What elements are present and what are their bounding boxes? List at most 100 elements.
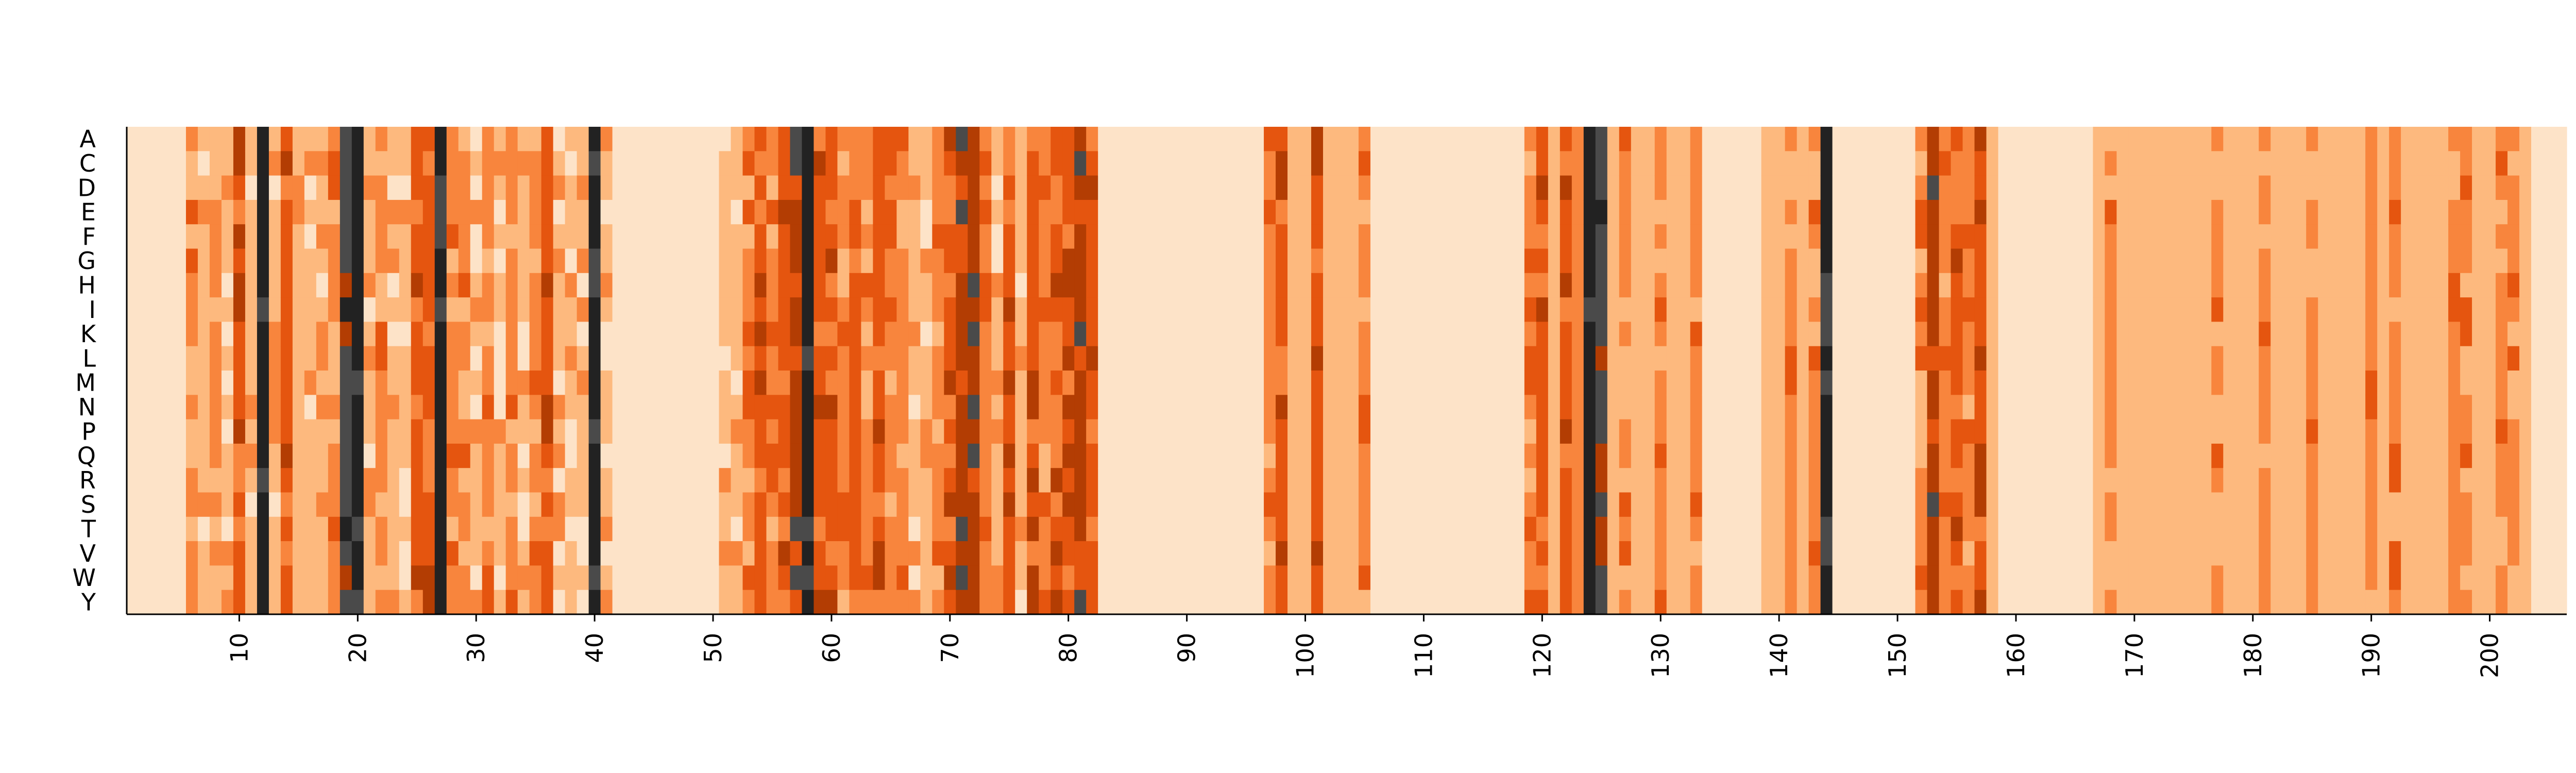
- heatmap-cell: [1560, 590, 1572, 615]
- heatmap-cell: [1477, 346, 1489, 371]
- heatmap-cell: [1122, 590, 1134, 615]
- heatmap-cell: [719, 395, 732, 420]
- heatmap-cell: [470, 468, 483, 493]
- heatmap-cell: [932, 199, 944, 225]
- heatmap-cell: [340, 175, 352, 200]
- heatmap-cell: [873, 151, 885, 176]
- heatmap-cell: [2045, 371, 2058, 395]
- heatmap-cell: [1193, 419, 1205, 444]
- heatmap-cell: [1110, 468, 1122, 493]
- heatmap-cell: [920, 443, 933, 468]
- heatmap-cell: [1347, 273, 1359, 298]
- heatmap-cell: [2105, 151, 2117, 176]
- heatmap-cell: [1039, 127, 1051, 152]
- heatmap-cell: [896, 590, 909, 615]
- heatmap-cell: [1951, 468, 1963, 493]
- heatmap-cell: [1702, 322, 1715, 347]
- heatmap-cell: [1205, 541, 1217, 566]
- heatmap-cell: [2176, 565, 2188, 591]
- heatmap-cell: [849, 492, 861, 517]
- heatmap-cell: [1797, 273, 1809, 298]
- heatmap-cell: [1571, 297, 1584, 322]
- heatmap-cell: [197, 419, 210, 444]
- heatmap-cell: [1536, 443, 1549, 468]
- heatmap-cell: [1323, 199, 1335, 225]
- heatmap-cell: [399, 346, 412, 371]
- heatmap-cell: [1654, 395, 1667, 420]
- heatmap-cell: [517, 151, 530, 176]
- heatmap-cell: [1571, 224, 1584, 249]
- heatmap-cell: [991, 151, 1004, 176]
- heatmap-cell: [434, 346, 447, 371]
- heatmap-cell: [1856, 151, 1869, 176]
- heatmap-cell: [138, 590, 151, 615]
- heatmap-cell: [885, 248, 897, 274]
- heatmap-cell: [873, 590, 885, 615]
- heatmap-cell: [1050, 419, 1063, 444]
- heatmap-cell: [1429, 443, 1442, 468]
- heatmap-cell: [2353, 322, 2366, 347]
- heatmap-cell: [1631, 468, 1643, 493]
- heatmap-cell: [2223, 565, 2235, 591]
- heatmap-cell: [896, 468, 909, 493]
- heatmap-cell: [1619, 468, 1632, 493]
- heatmap-cell: [2436, 151, 2449, 176]
- heatmap-cell: [1560, 346, 1572, 371]
- heatmap-cell: [802, 443, 815, 468]
- heatmap-cell: [790, 443, 803, 468]
- heatmap-cell: [577, 127, 589, 152]
- heatmap-cell: [1335, 224, 1347, 249]
- heatmap-cell: [2413, 468, 2425, 493]
- heatmap-cell: [979, 541, 992, 566]
- heatmap-cell: [1488, 468, 1501, 493]
- heatmap-cell: [1465, 127, 1478, 152]
- heatmap-cell: [1465, 248, 1478, 274]
- heatmap-cell: [849, 395, 861, 420]
- heatmap-cell: [1773, 565, 1786, 591]
- heatmap-cell: [1050, 541, 1063, 566]
- heatmap-cell: [1524, 346, 1537, 371]
- heatmap-cell: [2353, 590, 2366, 615]
- heatmap-cell: [1607, 371, 1620, 395]
- heatmap-cell: [1607, 443, 1620, 468]
- heatmap-cell: [233, 443, 246, 468]
- heatmap-cell: [814, 371, 826, 395]
- heatmap-cell: [1832, 492, 1845, 517]
- heatmap-cell: [1039, 297, 1051, 322]
- heatmap-cell: [1571, 199, 1584, 225]
- heatmap-cell: [2531, 395, 2544, 420]
- heatmap-cell: [1276, 127, 1288, 152]
- heatmap-cell: [505, 395, 518, 420]
- heatmap-cell: [1382, 516, 1395, 542]
- heatmap-cell: [328, 322, 341, 347]
- heatmap-cell: [766, 273, 779, 298]
- heatmap-cell: [2116, 590, 2129, 615]
- heatmap-cell: [2223, 395, 2235, 420]
- heatmap-cell: [292, 590, 305, 615]
- heatmap-cell: [257, 127, 269, 152]
- heatmap-cell: [1323, 297, 1335, 322]
- heatmap-cell: [612, 297, 625, 322]
- heatmap-cell: [328, 371, 341, 395]
- heatmap-cell: [2555, 590, 2567, 615]
- heatmap-cell: [648, 175, 660, 200]
- heatmap-cell: [2377, 273, 2389, 298]
- heatmap-cell: [1015, 273, 1027, 298]
- heatmap-cell: [185, 492, 198, 517]
- heatmap-cell: [2472, 175, 2484, 200]
- heatmap-cell: [2093, 590, 2105, 615]
- heatmap-cell: [1560, 492, 1572, 517]
- heatmap-cell: [802, 322, 815, 347]
- heatmap-cell: [280, 297, 293, 322]
- heatmap-cell: [731, 395, 743, 420]
- heatmap-cell: [908, 175, 921, 200]
- heatmap-cell: [1678, 322, 1691, 347]
- heatmap-cell: [399, 297, 412, 322]
- heatmap-cell: [1133, 297, 1146, 322]
- heatmap-cell: [1429, 248, 1442, 274]
- heatmap-cell: [2377, 224, 2389, 249]
- heatmap-cell: [2116, 492, 2129, 517]
- heatmap-cell: [2057, 175, 2070, 200]
- heatmap-cell: [766, 395, 779, 420]
- heatmap-cell: [446, 590, 459, 615]
